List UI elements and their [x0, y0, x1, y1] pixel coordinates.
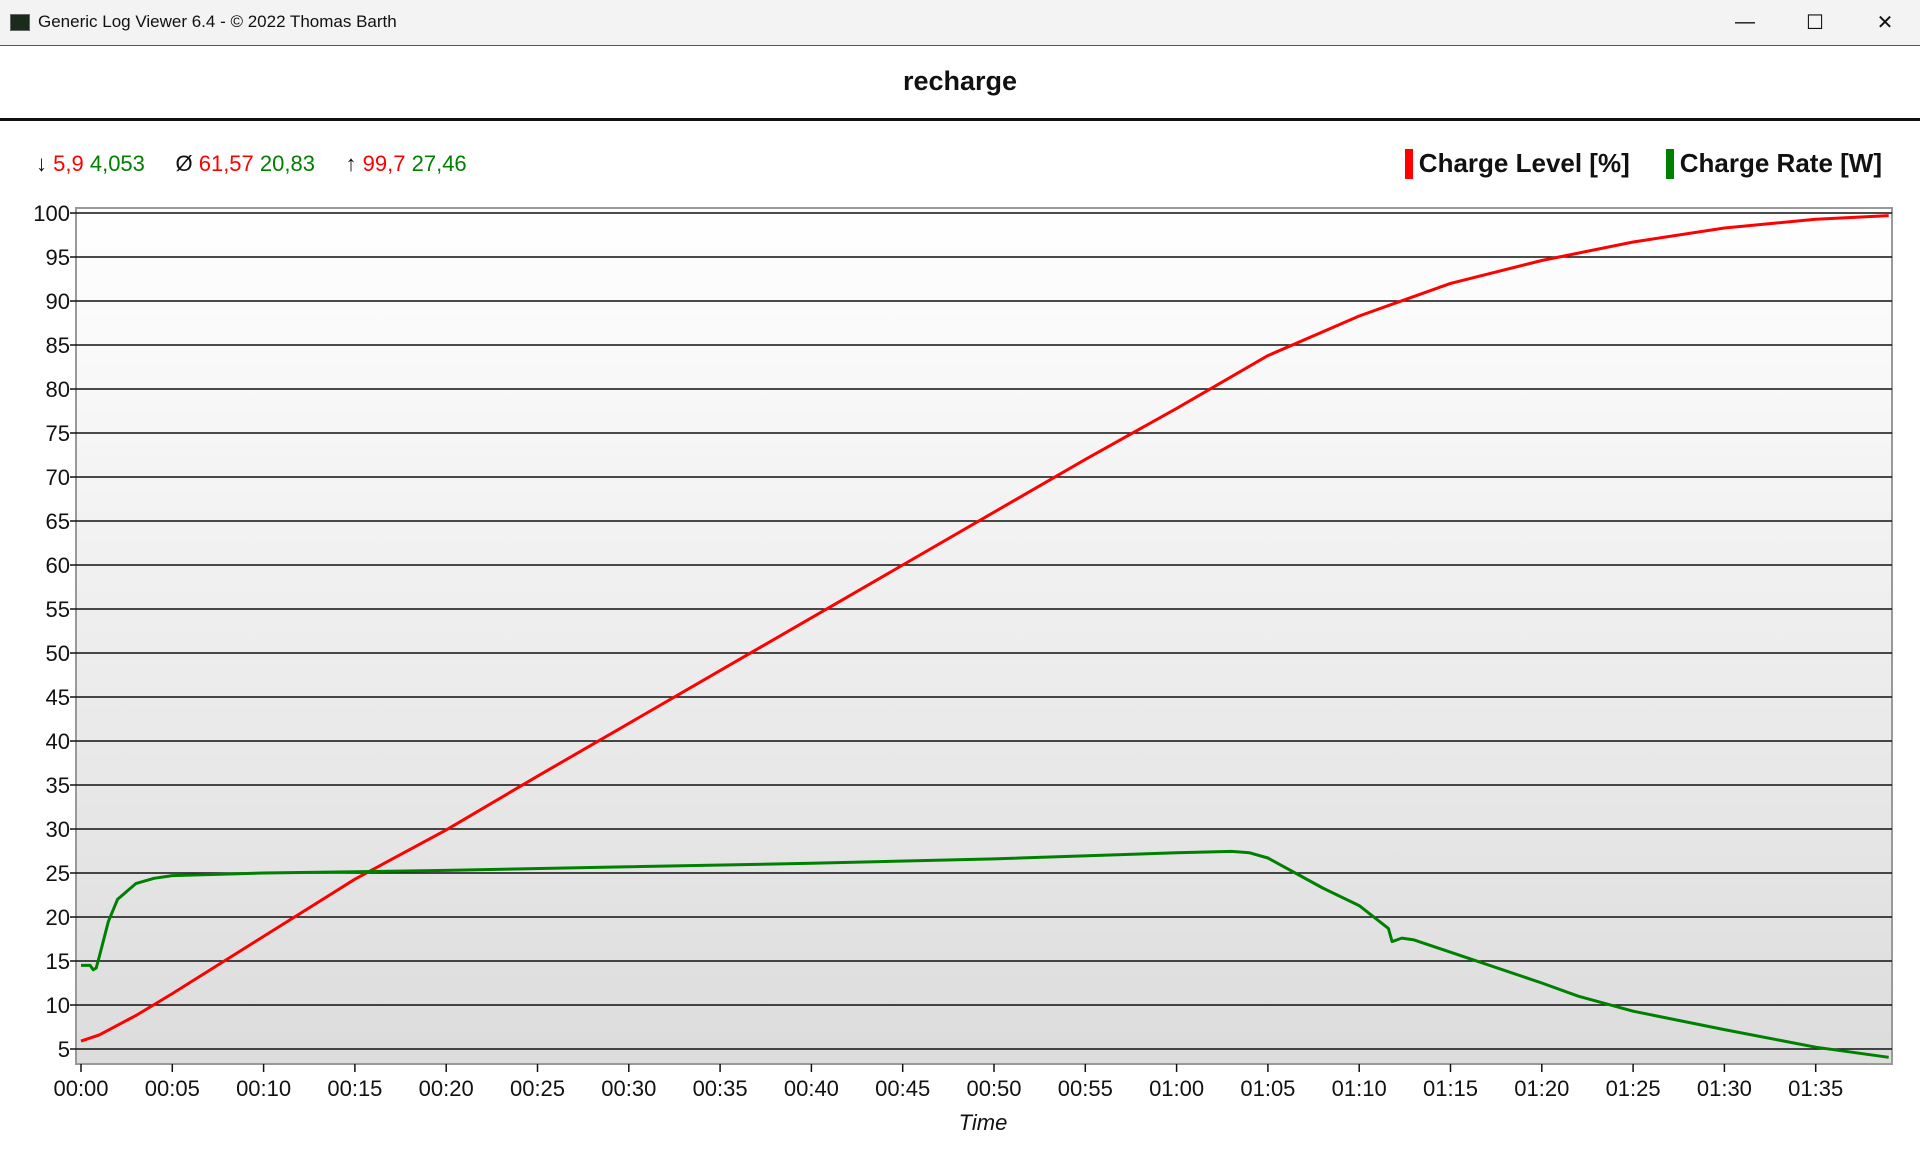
min-level: 5,9 — [53, 151, 84, 176]
min-arrow-icon: ↓ — [36, 151, 47, 176]
legend-label: Charge Level [%] — [1418, 148, 1630, 178]
x-tick-label: 00:35 — [693, 1076, 748, 1101]
minimize-button[interactable]: — — [1735, 11, 1755, 33]
x-tick-label: 00:30 — [601, 1076, 656, 1101]
window-title: Generic Log Viewer 6.4 - © 2022 Thomas B… — [38, 12, 397, 31]
x-tick-label: 01:10 — [1332, 1076, 1387, 1101]
series-line-charge-level — [80, 214, 1889, 1043]
y-tick-label: 25 — [46, 861, 70, 886]
y-tick-label: 10 — [46, 993, 70, 1018]
x-tick-label: 01:00 — [1149, 1076, 1204, 1101]
chart-title: recharge — [902, 66, 1018, 96]
y-tick-label: 80 — [46, 377, 70, 402]
legend-item-charge-level[interactable]: Charge Level [%] — [1404, 148, 1630, 179]
stats-bar: ↓ 5,9 4,053 Ø 61,57 20,83 ↑ 99,7 27,46 — [36, 151, 467, 177]
x-tick-label: 00:15 — [327, 1076, 382, 1101]
title-bar: Generic Log Viewer 6.4 - © 2022 Thomas B… — [0, 0, 1920, 46]
x-tick-label: 01:30 — [1697, 1076, 1752, 1101]
x-tick-label: 00:05 — [145, 1076, 200, 1101]
y-tick-label: 70 — [46, 465, 70, 490]
y-tick-label: 45 — [46, 685, 70, 710]
x-tick-label: 00:40 — [784, 1076, 839, 1101]
x-tick-label: 01:20 — [1514, 1076, 1569, 1101]
x-tick-label: 01:35 — [1788, 1076, 1843, 1101]
y-tick-label: 65 — [46, 509, 70, 534]
y-tick-label: 100 — [33, 201, 70, 226]
plot-area — [75, 207, 1893, 1065]
legend-swatch — [1665, 148, 1674, 179]
y-tick-label: 30 — [46, 817, 70, 842]
y-tick-label: 60 — [46, 553, 70, 578]
y-tick-label: 15 — [46, 949, 70, 974]
max-level: 99,7 — [362, 151, 406, 176]
x-tick-label: 01:25 — [1606, 1076, 1661, 1101]
max-arrow-icon: ↑ — [345, 151, 357, 176]
min-rate: 4,053 — [89, 151, 145, 176]
close-button[interactable]: ✕ — [1876, 12, 1894, 34]
legend-label: Charge Rate [W] — [1679, 148, 1882, 178]
x-tick-label: 00:25 — [510, 1076, 565, 1101]
y-tick-label: 5 — [58, 1037, 70, 1062]
y-tick-label: 20 — [46, 905, 70, 930]
chart-header: recharge — [0, 46, 1920, 121]
legend-swatch — [1404, 148, 1413, 179]
x-tick-label: 00:00 — [53, 1076, 108, 1101]
y-tick-label: 40 — [46, 729, 70, 754]
series-line-charge-rate — [81, 849, 1889, 1059]
y-tick-label: 35 — [46, 773, 70, 798]
x-axis-label: Time — [959, 1110, 1008, 1135]
x-tick-label: 00:50 — [966, 1076, 1021, 1101]
y-tick-label: 55 — [46, 597, 70, 622]
x-tick-label: 00:55 — [1058, 1076, 1113, 1101]
max-rate: 27,46 — [411, 151, 467, 176]
y-tick-label: 75 — [46, 421, 70, 446]
y-tick-label: 85 — [46, 333, 70, 358]
y-tick-label: 90 — [46, 289, 70, 314]
x-tick-label: 00:10 — [236, 1076, 291, 1101]
maximize-button[interactable]: ☐ — [1806, 12, 1824, 34]
x-tick-label: 01:05 — [1240, 1076, 1295, 1101]
legend: Charge Level [%] Charge Rate [W] — [1404, 148, 1882, 179]
x-tick-label: 00:20 — [419, 1076, 474, 1101]
average-icon: Ø — [175, 151, 193, 176]
y-tick-label: 50 — [46, 641, 70, 666]
avg-rate: 20,83 — [259, 151, 315, 176]
app-icon — [10, 14, 30, 31]
x-tick-label: 00:45 — [875, 1076, 930, 1101]
legend-item-charge-rate[interactable]: Charge Rate [W] — [1665, 148, 1882, 179]
x-tick-label: 01:15 — [1423, 1076, 1478, 1101]
y-tick-label: 95 — [46, 245, 70, 270]
avg-level: 61,57 — [198, 151, 254, 176]
